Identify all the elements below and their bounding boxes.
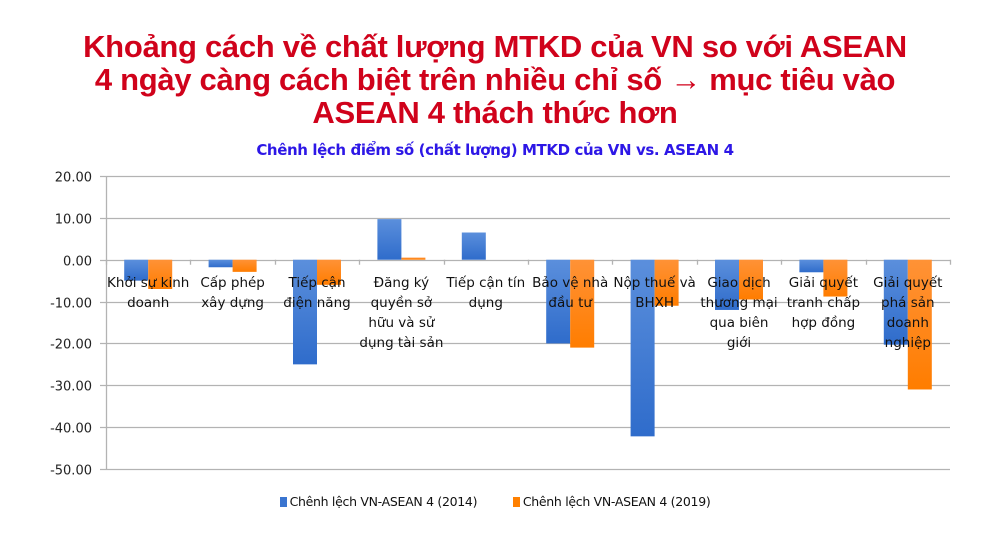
bar-2019 [401,257,426,260]
legend-item-2019: Chênh lệch VN-ASEAN 4 (2019) [512,494,711,509]
legend-item-2014: Chênh lệch VN-ASEAN 4 (2014) [279,494,478,509]
legend-swatch-orange [512,497,520,507]
legend-label-2019: Chênh lệch VN-ASEAN 4 (2019) [522,494,711,509]
category-label: Giải quyết phá sản doanh nghiệp [873,274,942,351]
bar-2019 [823,259,848,297]
category-label: Nộp thuế và BHXH [613,274,695,311]
y-tick-label: -40.00 [50,422,92,437]
bar-2014 [293,259,317,365]
y-tick-label: 20.00 [55,171,92,186]
category-label: Bảo vệ nhà đầu tư [532,275,608,311]
bar-2019 [148,259,173,290]
legend-label-2014: Chênh lệch VN-ASEAN 4 (2014) [289,494,478,509]
bar-2019 [317,259,341,285]
category-label: Giải quyết tranh chấp hợp đồng [787,274,860,331]
bar-2014 [124,259,149,281]
headline-line-3: ASEAN 4 thách thức hơn [312,95,678,130]
headline-line-2: 4 ngày càng cách biệt trên nhiều chỉ số … [94,62,896,97]
bar-2019 [907,259,932,390]
category-label: Tiếp cận điện năng [283,274,350,311]
chart-title: Chênh lệch điểm số (chất lượng) MTKD của… [256,141,734,159]
bar-2014 [461,232,486,260]
category-label: Đăng ký quyền sở hữu và sử dụng tài sản [359,275,443,351]
category-label: Tiếp cận tín dụng [445,274,525,311]
bar-2014 [208,259,233,268]
bar-2019 [654,259,679,306]
category-label: Khởi sự kinh doanh [107,275,189,311]
y-tick-label: -50.00 [50,464,92,479]
headline: Khoảng cách về chất lượng MTKD của VN so… [0,30,990,129]
y-tick-label: 0.00 [63,255,92,270]
legend-swatch-blue [279,497,287,507]
bar-2014 [546,259,571,344]
category-label: Giao dịch thương mại qua biên giới [700,275,777,351]
legend: Chênh lệch VN-ASEAN 4 (2014) Chênh lệch … [0,494,990,509]
bar-2019 [232,259,257,272]
y-tick-label: 10.00 [55,213,92,228]
bar-2014 [715,259,739,310]
y-tick-label: -20.00 [50,338,92,353]
bar-2014 [630,259,655,437]
bars [124,219,932,437]
y-tick-label: -30.00 [50,380,92,395]
category-label: Cấp phép xây dựng [200,275,265,311]
y-tick-label: -10.00 [50,297,92,312]
bar-2019 [739,259,763,300]
category-labels: Khởi sự kinh doanh Cấp phép xây dựng Tiếp cậ… [107,274,942,351]
y-axis: 20.00 10.00 0.00 -10.00 -20.00 -30.00 -40.00 -5… [50,171,108,479]
bar-2014 [799,259,824,273]
headline-line-1: Khoảng cách về chất lượng MTKD của VN so… [83,29,907,64]
bar-2019 [570,259,595,348]
bar-2014 [883,259,908,345]
bar-2014 [377,219,402,260]
